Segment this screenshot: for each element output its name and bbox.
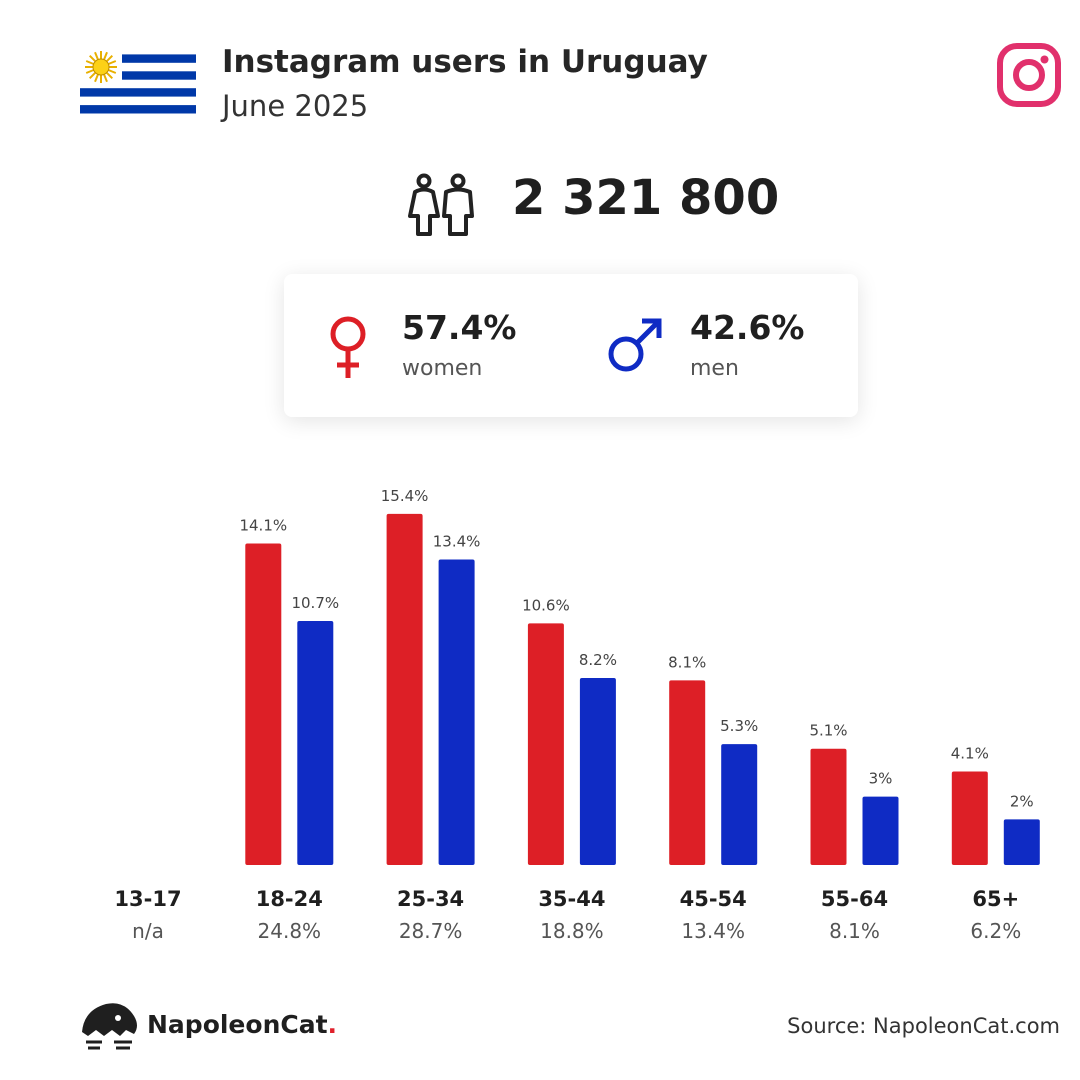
bar-women-55-64	[810, 748, 847, 865]
people-icon	[408, 173, 474, 236]
category-total-45-54: 13.4%	[681, 919, 745, 943]
men-percentage: 42.6%	[690, 308, 805, 347]
bar-men-45-54	[721, 744, 758, 865]
category-label-25-34: 25-34	[397, 887, 464, 911]
data-label-women-45-54: 8.1%	[668, 653, 706, 671]
data-label-men-65+: 2%	[1010, 792, 1034, 810]
gender-split-card: 57.4% women 42.6% men	[284, 274, 858, 417]
data-label-women-35-44: 10.6%	[522, 596, 570, 614]
category-total-35-44: 18.8%	[540, 919, 604, 943]
category-label-65+: 65+	[972, 887, 1019, 911]
data-label-women-18-24: 14.1%	[239, 517, 287, 535]
data-label-women-55-64: 5.1%	[809, 722, 847, 740]
category-label-18-24: 18-24	[256, 887, 323, 911]
category-label-45-54: 45-54	[680, 887, 747, 911]
bar-women-65+	[951, 771, 988, 865]
women-percentage: 57.4%	[402, 308, 517, 347]
category-total-55-64: 8.1%	[829, 919, 880, 943]
page-subtitle: June 2025	[222, 89, 369, 123]
source-credit: Source: NapoleonCat.com	[787, 1014, 1060, 1038]
women-label: women	[402, 356, 483, 381]
total-users-count: 2 321 800	[512, 170, 780, 226]
bar-men-65+	[1003, 819, 1040, 865]
men-label: men	[690, 356, 739, 381]
brand-name-text: NapoleonCat	[147, 1010, 328, 1039]
bar-women-45-54	[669, 680, 706, 865]
data-label-women-65+: 4.1%	[951, 745, 989, 763]
page-title: Instagram users in Uruguay	[222, 44, 708, 80]
category-total-18-24: 24.8%	[258, 919, 322, 943]
bar-men-55-64	[862, 796, 899, 865]
napoleoncat-logo-icon	[82, 1003, 137, 1050]
bar-women-35-44	[527, 623, 564, 865]
data-label-men-35-44: 8.2%	[579, 651, 617, 669]
data-label-men-18-24: 10.7%	[291, 594, 339, 612]
bar-men-18-24	[297, 621, 334, 865]
uruguay-flag-icon	[80, 46, 196, 122]
data-label-women-25-34: 15.4%	[381, 487, 429, 505]
bar-men-25-34	[438, 559, 475, 865]
data-label-men-25-34: 13.4%	[433, 532, 481, 550]
age-gender-bar-chart: 13-17 n/a 14.1% 10.7% 18-24 24.8% 15.4% 13.4% 25…	[114, 487, 1040, 943]
category-total-25-34: 28.7%	[399, 919, 463, 943]
bar-women-25-34	[386, 513, 423, 865]
data-label-men-45-54: 5.3%	[720, 717, 758, 735]
category-label-13-17: 13-17	[114, 887, 181, 911]
data-label-men-55-64: 3%	[869, 770, 893, 788]
instagram-icon	[997, 43, 1061, 107]
category-label-55-64: 55-64	[821, 887, 888, 911]
category-total-13-17: n/a	[132, 919, 164, 943]
category-total-65+: 6.2%	[970, 919, 1021, 943]
female-symbol-icon	[330, 316, 366, 378]
brand-dot: .	[327, 1010, 338, 1039]
bar-women-18-24	[245, 543, 282, 865]
category-label-35-44: 35-44	[538, 887, 605, 911]
bar-men-35-44	[579, 678, 616, 865]
male-symbol-icon	[608, 318, 662, 372]
brand-name: NapoleonCat.	[147, 1010, 337, 1039]
